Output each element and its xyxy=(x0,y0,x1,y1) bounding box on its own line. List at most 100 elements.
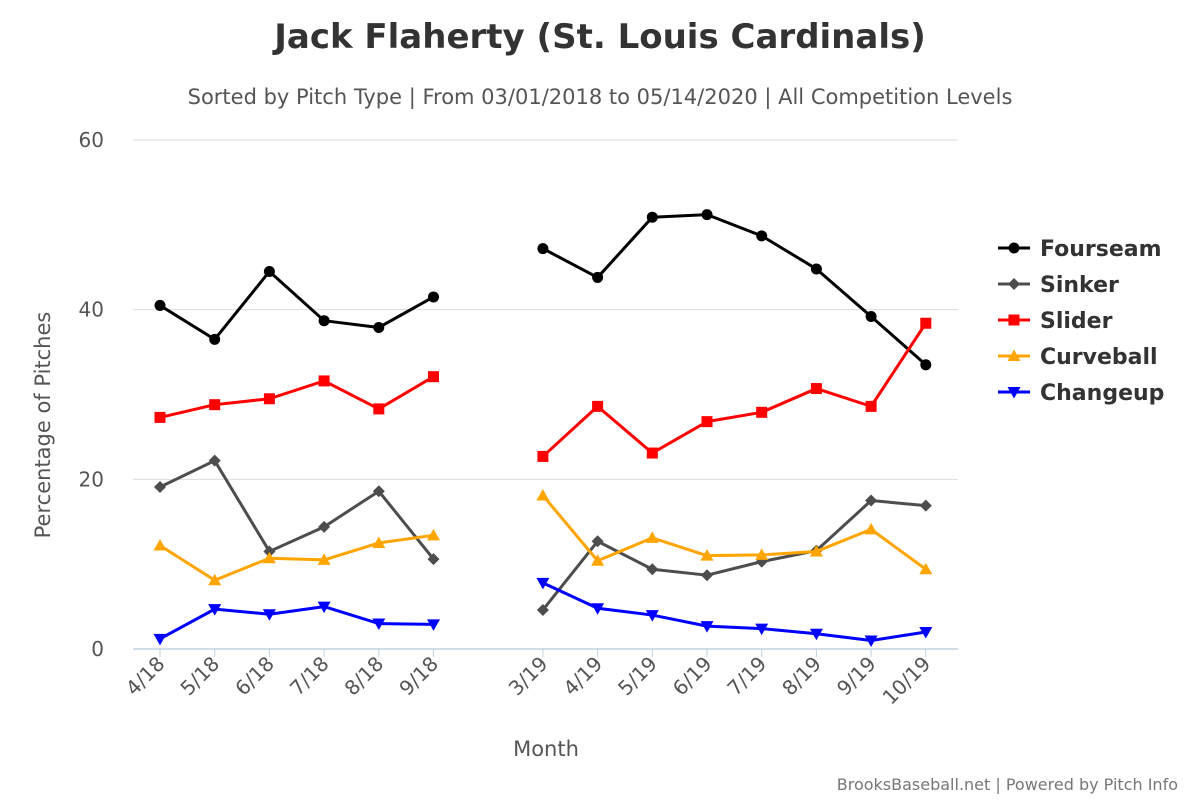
data-point[interactable] xyxy=(428,371,439,383)
data-point[interactable] xyxy=(209,333,221,345)
x-tick-label: 9/18 xyxy=(394,652,443,701)
data-point[interactable] xyxy=(154,480,166,493)
x-tick-label: 7/19 xyxy=(723,652,772,701)
chart-title: Jack Flaherty (St. Louis Cardinals) xyxy=(272,17,926,57)
data-point[interactable] xyxy=(645,531,659,543)
data-point[interactable] xyxy=(810,263,822,275)
data-point[interactable] xyxy=(372,618,386,631)
data-point[interactable] xyxy=(864,522,878,535)
data-point[interactable] xyxy=(427,528,440,541)
data-point[interactable] xyxy=(154,411,166,423)
data-point[interactable] xyxy=(920,359,932,371)
data-point[interactable] xyxy=(919,562,933,575)
data-point[interactable] xyxy=(701,569,713,582)
series-line xyxy=(159,533,434,582)
data-point[interactable] xyxy=(262,551,276,564)
data-point[interactable] xyxy=(756,230,768,242)
data-point[interactable] xyxy=(373,321,385,333)
data-point[interactable] xyxy=(865,310,877,322)
data-point[interactable] xyxy=(317,553,331,565)
data-point[interactable] xyxy=(537,243,549,255)
data-point[interactable] xyxy=(536,488,550,501)
y-tick-label: 20 xyxy=(79,467,104,491)
y-axis-title: Percentage of Pitches xyxy=(31,312,55,539)
series-lines xyxy=(153,209,933,648)
data-point[interactable] xyxy=(919,627,933,639)
data-point[interactable] xyxy=(428,291,439,303)
data-point[interactable] xyxy=(318,375,330,387)
data-point[interactable] xyxy=(208,573,222,586)
series-sinker xyxy=(154,454,932,616)
data-point[interactable] xyxy=(263,265,275,277)
data-point[interactable] xyxy=(756,406,768,418)
data-point[interactable] xyxy=(755,623,769,636)
data-point[interactable] xyxy=(646,447,658,459)
data-point[interactable] xyxy=(865,494,878,507)
series-line xyxy=(159,375,435,419)
data-point[interactable] xyxy=(427,619,440,631)
data-point[interactable] xyxy=(153,633,167,646)
legend-item-sinker[interactable]: Sinker xyxy=(998,273,1119,298)
data-point[interactable] xyxy=(318,315,330,327)
data-point[interactable] xyxy=(700,621,714,633)
data-point[interactable] xyxy=(208,454,221,467)
chart-subtitle: Sorted by Pitch Type | From 03/01/2018 t… xyxy=(188,85,1013,110)
data-point[interactable] xyxy=(645,610,659,622)
series-line xyxy=(159,269,435,341)
data-point[interactable] xyxy=(810,383,822,395)
legend-item-changeup[interactable]: Changeup xyxy=(998,381,1164,406)
data-point[interactable] xyxy=(317,601,331,614)
data-point[interactable] xyxy=(701,416,713,428)
x-tick-label: 4/19 xyxy=(558,652,607,701)
data-point[interactable] xyxy=(427,553,440,566)
data-point[interactable] xyxy=(592,271,604,283)
series-line xyxy=(159,459,435,561)
data-point[interactable] xyxy=(209,399,221,411)
x-tick-label: 6/18 xyxy=(230,652,279,701)
legend-item-fourseam[interactable]: Fourseam xyxy=(998,237,1162,262)
data-point[interactable] xyxy=(263,393,275,405)
credits[interactable]: BrooksBaseball.net | Powered by Pitch In… xyxy=(837,775,1178,794)
data-point[interactable] xyxy=(373,403,385,415)
data-point[interactable] xyxy=(865,400,877,412)
data-point[interactable] xyxy=(263,545,276,558)
data-point[interactable] xyxy=(154,299,166,311)
data-point[interactable] xyxy=(208,604,222,616)
legend-item-slider[interactable]: Slider xyxy=(998,309,1113,334)
series-line xyxy=(159,605,434,641)
data-point[interactable] xyxy=(919,499,932,512)
data-point[interactable] xyxy=(646,563,659,576)
data-point[interactable] xyxy=(701,209,713,221)
data-point[interactable] xyxy=(755,548,769,560)
legend-label: Changeup xyxy=(1040,381,1164,406)
data-point[interactable] xyxy=(864,635,878,648)
data-point[interactable] xyxy=(153,539,167,551)
data-point[interactable] xyxy=(646,211,658,223)
data-point[interactable] xyxy=(262,609,276,621)
y-tick-label: 0 xyxy=(91,637,104,661)
data-point[interactable] xyxy=(700,549,714,561)
data-point[interactable] xyxy=(591,603,605,615)
series-line xyxy=(541,322,928,458)
data-point[interactable] xyxy=(372,485,385,498)
legend-item-curveball[interactable]: Curveball xyxy=(998,345,1158,370)
data-point[interactable] xyxy=(592,400,604,412)
legend-label: Sinker xyxy=(1040,273,1119,298)
data-point[interactable] xyxy=(318,520,331,533)
data-point[interactable] xyxy=(536,577,550,590)
legend-label: Curveball xyxy=(1040,345,1158,370)
data-point[interactable] xyxy=(537,450,549,462)
x-tick-label: 10/19 xyxy=(878,652,936,710)
series-line xyxy=(541,499,926,611)
x-axis-title: Month xyxy=(513,737,579,761)
data-point[interactable] xyxy=(372,536,386,548)
x-tick-label: 3/19 xyxy=(504,652,553,701)
data-point[interactable] xyxy=(920,317,932,329)
series-line xyxy=(542,213,927,366)
data-point[interactable] xyxy=(809,628,823,641)
data-point[interactable] xyxy=(536,603,549,616)
data-point[interactable] xyxy=(809,544,823,557)
data-point[interactable] xyxy=(591,535,604,548)
data-point[interactable] xyxy=(591,554,605,566)
